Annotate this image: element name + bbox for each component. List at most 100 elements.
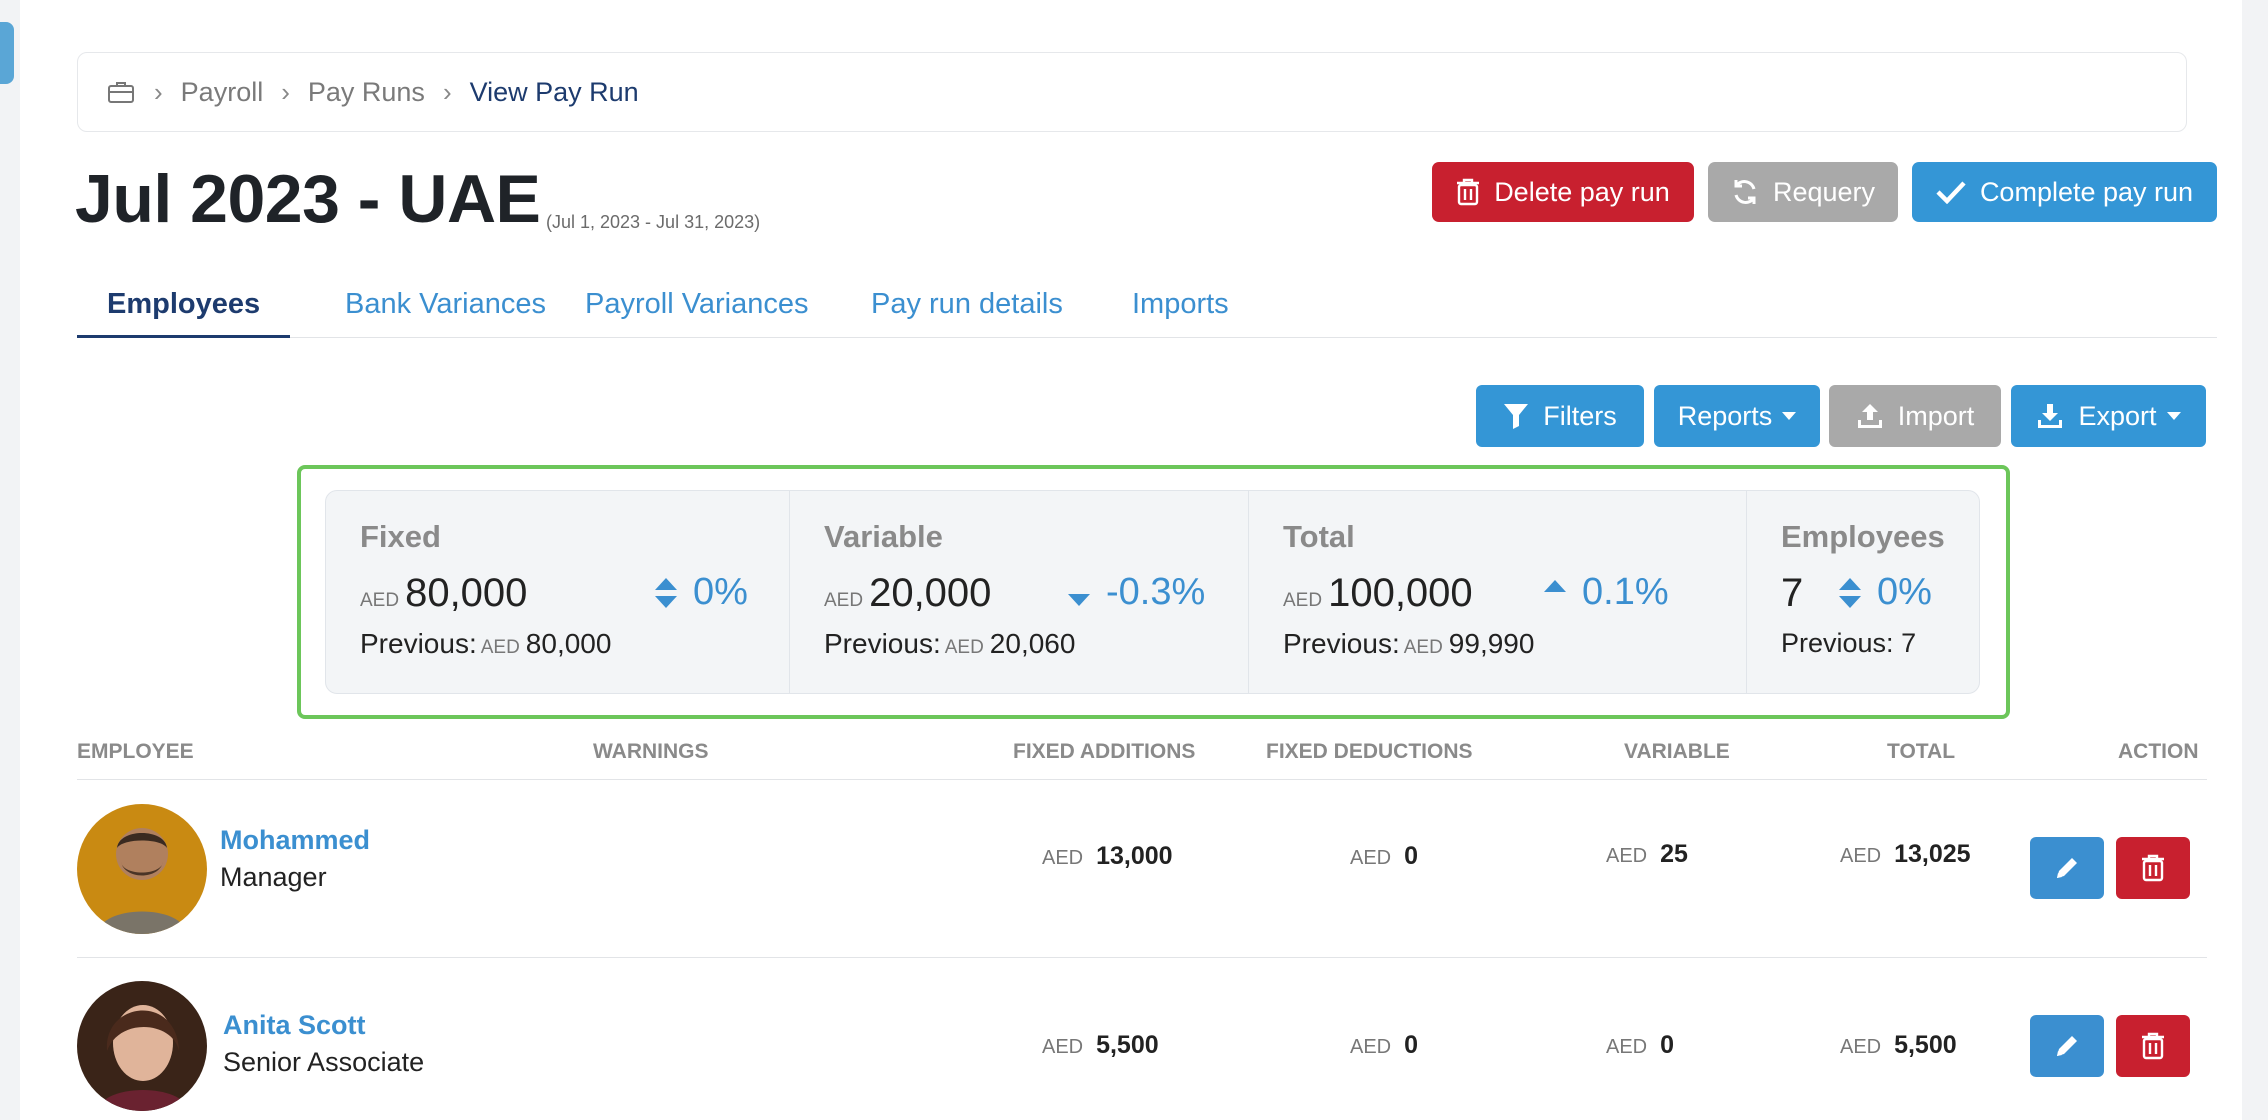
- complete-pay-run-label: Complete pay run: [1979, 176, 2194, 207]
- stat-variable-change-value: -0.3%: [1106, 571, 1206, 613]
- pay-period-range: (Jul 1, 2023 - Jul 31, 2023): [546, 212, 761, 232]
- stat-total-previous: Previous: AED 99,990: [1283, 628, 1534, 660]
- briefcase-icon[interactable]: [106, 77, 136, 107]
- breadcrumb-pay-runs[interactable]: Pay Runs: [307, 76, 425, 107]
- delete-pay-run-button[interactable]: Delete pay run: [1432, 162, 1694, 222]
- caret-down-icon: [1782, 412, 1797, 420]
- delete-pay-run-label: Delete pay run: [1494, 176, 1670, 207]
- edit-employee-button[interactable]: [2030, 837, 2104, 899]
- side-panel-tab[interactable]: [0, 22, 14, 84]
- tab-pay-run-details[interactable]: Pay run details: [871, 288, 1063, 320]
- tab-imports[interactable]: Imports: [1132, 288, 1229, 320]
- page-title: Jul 2023 - UAE: [75, 161, 541, 237]
- fixed-deductions-cell: AED 0: [1350, 842, 1418, 871]
- caret-down-icon: [1068, 593, 1090, 606]
- previous-label: Previous:: [824, 628, 941, 659]
- currency-code: AED: [1283, 590, 1323, 611]
- stat-fixed-previous: Previous: AED 80,000: [360, 628, 611, 660]
- stat-employees-previous-value: 7: [1901, 628, 1917, 658]
- requery-label: Requery: [1772, 176, 1876, 207]
- table-header: EMPLOYEE WARNINGS FIXED ADDITIONS FIXED …: [77, 740, 2207, 780]
- chevron-right-icon: ›: [281, 76, 290, 107]
- employee-role: Manager: [220, 862, 327, 892]
- stat-variable-change: -0.3%: [1066, 571, 1205, 614]
- fixed-additions-value: 13,000: [1096, 842, 1173, 870]
- col-employee[interactable]: EMPLOYEE: [77, 740, 194, 763]
- filters-label: Filters: [1543, 400, 1617, 431]
- stat-total-amount: 100,000: [1328, 571, 1473, 615]
- filters-button[interactable]: Filters: [1476, 385, 1644, 447]
- stat-variable-value: AED 20,000: [824, 571, 991, 616]
- stat-total-previous-value: 99,990: [1448, 628, 1535, 659]
- stat-fixed-value: AED 80,000: [360, 571, 527, 616]
- stat-employees-change: 0%: [1837, 571, 1932, 614]
- previous-label: Previous:: [360, 628, 477, 659]
- col-action: ACTION: [2118, 740, 2199, 763]
- currency-code: AED: [480, 637, 520, 658]
- avatar[interactable]: [77, 804, 207, 934]
- total-value: 13,025: [1894, 840, 1971, 868]
- download-icon: [2038, 404, 2063, 428]
- export-dropdown-button[interactable]: Export: [2011, 385, 2206, 447]
- requery-button[interactable]: Requery: [1708, 162, 1898, 222]
- breadcrumb-payroll[interactable]: Payroll: [180, 76, 264, 107]
- page: › Payroll › Pay Runs › View Pay Run Jul …: [20, 0, 2242, 1120]
- currency-code: AED: [1606, 845, 1648, 867]
- stat-total-label: Total: [1283, 519, 1355, 554]
- total-cell: AED 5,500: [1840, 1031, 1957, 1060]
- breadcrumb: › Payroll › Pay Runs › View Pay Run: [77, 52, 2187, 132]
- stat-employees-label: Employees: [1781, 519, 1945, 554]
- col-warnings[interactable]: WARNINGS: [593, 740, 709, 763]
- tab-employees[interactable]: Employees: [77, 282, 291, 338]
- pencil-icon: [2057, 1036, 2077, 1056]
- stat-variable-previous-value: 20,060: [989, 628, 1076, 659]
- currency-code: AED: [1042, 1036, 1084, 1058]
- stat-total: Total AED 100,000 0.1% Previous: AED 99,990: [1249, 491, 1747, 693]
- tab-payroll-variances[interactable]: Payroll Variances: [585, 288, 809, 320]
- summary-panel: Fixed AED 80,000 0% Previous: AED 80,000 Va…: [325, 490, 1980, 694]
- employee-role: Senior Associate: [223, 1047, 425, 1077]
- stat-fixed-change-value: 0%: [693, 571, 748, 613]
- stat-employees-value: 7: [1781, 571, 1804, 615]
- employee-name-link[interactable]: Mohammed: [220, 825, 371, 855]
- import-button[interactable]: Import: [1829, 385, 2001, 447]
- employee-name-link[interactable]: Anita Scott: [223, 1010, 366, 1040]
- trash-icon: [2142, 1032, 2164, 1060]
- col-fixed-additions[interactable]: FIXED ADDITIONS: [1013, 740, 1196, 763]
- col-total[interactable]: TOTAL: [1887, 740, 1956, 763]
- stat-fixed: Fixed AED 80,000 0% Previous: AED 80,000: [326, 491, 790, 693]
- previous-label: Previous:: [1283, 628, 1400, 659]
- chevron-right-icon: ›: [154, 76, 163, 107]
- avatar[interactable]: [77, 981, 207, 1111]
- stat-variable: Variable AED 20,000 -0.3% Previous: AED 20,…: [790, 491, 1249, 693]
- previous-label: Previous:: [1781, 628, 1894, 658]
- delete-employee-button[interactable]: [2116, 1015, 2190, 1077]
- currency-code: AED: [1840, 845, 1882, 867]
- refresh-icon: [1734, 180, 1756, 204]
- complete-pay-run-button[interactable]: Complete pay run: [1912, 162, 2217, 222]
- stat-fixed-previous-value: 80,000: [525, 628, 612, 659]
- variable-value: 0: [1660, 1031, 1674, 1059]
- checkmark-icon: [1936, 181, 1966, 204]
- chevron-right-icon: ›: [442, 76, 452, 107]
- trash-icon: [1457, 178, 1480, 206]
- edit-employee-button[interactable]: [2030, 1015, 2104, 1077]
- col-fixed-deductions[interactable]: FIXED DEDUCTIONS: [1266, 740, 1473, 763]
- variable-cell: AED 25: [1606, 840, 1688, 869]
- breadcrumb-view-pay-run: View Pay Run: [469, 76, 639, 107]
- delete-employee-button[interactable]: [2116, 837, 2190, 899]
- stat-employees: Employees 7 0% Previous: 7: [1747, 491, 1979, 693]
- stat-fixed-amount: 80,000: [405, 571, 528, 615]
- summary-highlight-frame: [297, 465, 2010, 719]
- sort-neutral-icon: [655, 577, 677, 608]
- filter-icon: [1504, 404, 1529, 429]
- currency-code: AED: [1350, 847, 1392, 869]
- import-label: Import: [1897, 400, 1975, 431]
- stat-variable-previous: Previous: AED 20,060: [824, 628, 1075, 660]
- tab-bank-variances[interactable]: Bank Variances: [345, 288, 546, 320]
- fixed-additions-value: 5,500: [1096, 1031, 1159, 1059]
- reports-dropdown-button[interactable]: Reports: [1654, 385, 1820, 447]
- variable-value: 25: [1660, 840, 1688, 868]
- col-variable[interactable]: VARIABLE: [1624, 740, 1730, 763]
- tab-bar: Employees Bank Variances Payroll Varianc…: [77, 282, 2217, 338]
